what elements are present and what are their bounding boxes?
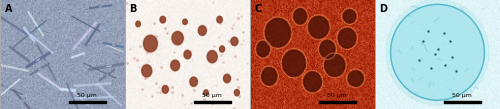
Ellipse shape bbox=[217, 16, 222, 23]
Ellipse shape bbox=[338, 28, 355, 48]
Ellipse shape bbox=[162, 86, 168, 93]
Text: 50 μm: 50 μm bbox=[78, 93, 97, 98]
Ellipse shape bbox=[170, 59, 180, 71]
Ellipse shape bbox=[304, 72, 321, 92]
Ellipse shape bbox=[198, 26, 206, 35]
Ellipse shape bbox=[204, 89, 208, 96]
Ellipse shape bbox=[283, 50, 305, 76]
Ellipse shape bbox=[190, 77, 198, 86]
Ellipse shape bbox=[184, 50, 192, 59]
Ellipse shape bbox=[160, 16, 166, 23]
Ellipse shape bbox=[142, 65, 152, 77]
Bar bbox=[318, 101, 356, 103]
Ellipse shape bbox=[348, 71, 363, 86]
Ellipse shape bbox=[266, 19, 290, 47]
Text: 50 μm: 50 μm bbox=[452, 93, 472, 98]
Ellipse shape bbox=[320, 40, 334, 58]
Ellipse shape bbox=[216, 16, 222, 23]
Ellipse shape bbox=[386, 0, 489, 105]
Ellipse shape bbox=[160, 16, 166, 23]
Ellipse shape bbox=[257, 41, 270, 57]
Ellipse shape bbox=[208, 51, 217, 63]
Text: D: D bbox=[380, 4, 388, 14]
Ellipse shape bbox=[231, 37, 238, 46]
Text: 50 μm: 50 μm bbox=[202, 93, 222, 98]
Ellipse shape bbox=[171, 60, 179, 71]
Ellipse shape bbox=[309, 16, 328, 38]
Ellipse shape bbox=[142, 34, 158, 53]
Text: B: B bbox=[130, 4, 137, 14]
Ellipse shape bbox=[182, 19, 188, 25]
Ellipse shape bbox=[234, 90, 240, 96]
Ellipse shape bbox=[344, 10, 355, 23]
Ellipse shape bbox=[190, 77, 198, 87]
Text: A: A bbox=[4, 4, 12, 14]
Ellipse shape bbox=[230, 37, 238, 46]
Ellipse shape bbox=[136, 21, 140, 27]
Ellipse shape bbox=[234, 89, 239, 96]
Bar bbox=[68, 101, 106, 103]
Ellipse shape bbox=[390, 4, 484, 100]
Ellipse shape bbox=[144, 35, 157, 52]
Ellipse shape bbox=[184, 50, 191, 59]
Ellipse shape bbox=[206, 50, 218, 64]
Ellipse shape bbox=[172, 32, 183, 45]
Ellipse shape bbox=[198, 25, 207, 36]
Ellipse shape bbox=[204, 90, 208, 95]
Ellipse shape bbox=[224, 74, 230, 83]
Text: 50 μm: 50 μm bbox=[328, 93, 347, 98]
Ellipse shape bbox=[171, 31, 184, 46]
Ellipse shape bbox=[183, 19, 188, 24]
Ellipse shape bbox=[162, 85, 169, 94]
Ellipse shape bbox=[325, 54, 344, 76]
Ellipse shape bbox=[141, 64, 152, 78]
Ellipse shape bbox=[219, 46, 225, 53]
Ellipse shape bbox=[223, 74, 231, 83]
Ellipse shape bbox=[262, 68, 276, 85]
Bar bbox=[194, 101, 230, 103]
Ellipse shape bbox=[220, 46, 224, 52]
Ellipse shape bbox=[294, 9, 306, 24]
Ellipse shape bbox=[136, 21, 140, 27]
Text: C: C bbox=[254, 4, 262, 14]
Bar bbox=[444, 101, 480, 103]
